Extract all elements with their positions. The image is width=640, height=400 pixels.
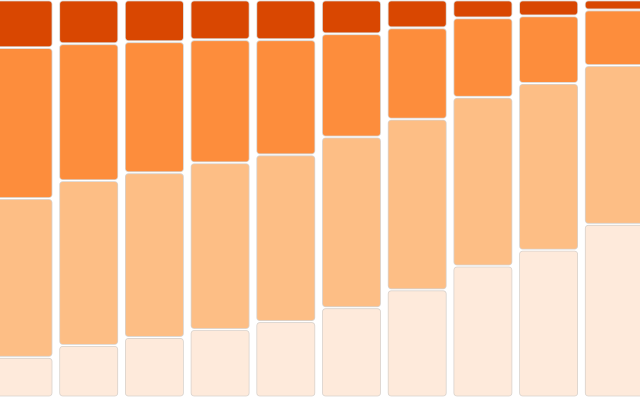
bar-segment — [387, 28, 447, 119]
bar-segment — [0, 199, 53, 357]
bar-segment — [387, 290, 447, 397]
bar-segment — [256, 0, 316, 40]
bar-segment — [322, 0, 381, 34]
bar-segment — [519, 0, 578, 16]
bar-segment — [59, 345, 119, 397]
bar-segment — [453, 97, 513, 266]
bar-segment — [387, 119, 447, 290]
bar-segment — [0, 357, 53, 397]
bar-segment — [190, 163, 250, 329]
bar-segment — [453, 0, 513, 18]
bar-segment — [453, 266, 513, 397]
bar-segment — [190, 40, 250, 163]
bar-segment — [125, 0, 184, 42]
bar-segment — [584, 10, 640, 65]
bar-segment — [453, 18, 513, 97]
bar-segment — [584, 0, 640, 10]
bar-segment — [322, 34, 381, 137]
bar-segment — [125, 173, 184, 337]
bar-segment — [387, 0, 447, 28]
bar-segment — [256, 322, 316, 397]
bar-segment — [59, 181, 119, 345]
bar-segment — [125, 338, 184, 397]
bar-segment — [256, 155, 316, 321]
bar-segment — [322, 308, 381, 397]
bar-segment — [190, 0, 250, 40]
bar-segment — [59, 44, 119, 181]
bar-segment — [125, 42, 184, 173]
bar-segment — [519, 250, 578, 397]
bar-segment — [519, 16, 578, 83]
bar-segment — [322, 137, 381, 308]
bar-segment — [190, 330, 250, 397]
bar-segment — [519, 83, 578, 250]
bar-segment — [59, 0, 119, 44]
bar-segment — [256, 40, 316, 155]
bar-segment — [0, 48, 53, 198]
bar-segment — [584, 66, 640, 224]
bar-segment — [584, 224, 640, 397]
bar-segment — [0, 0, 53, 48]
